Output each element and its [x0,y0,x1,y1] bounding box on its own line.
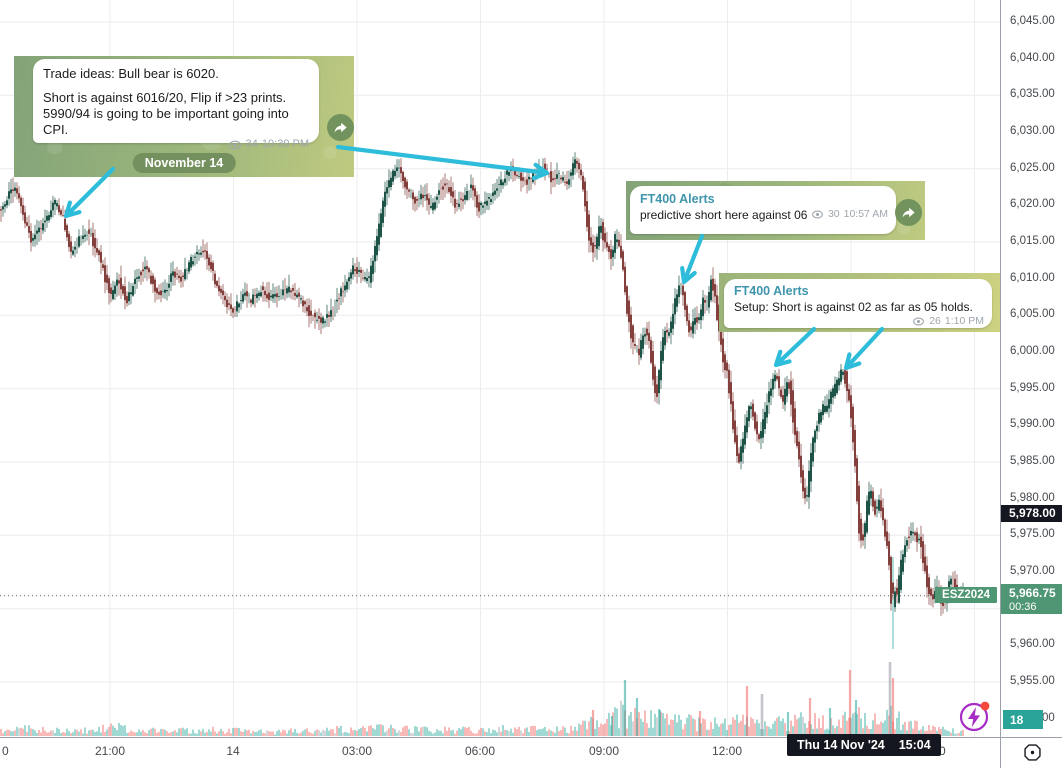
price-tick: 5,990.00 [1010,418,1055,431]
last-price-label: 5,966.75 00:36 [1001,583,1062,614]
forward-arrow-icon [334,122,347,133]
telegram-overlay-setup-short: FT400 Alerts Setup: Short is against 02 … [719,273,1000,332]
views-eye-icon [913,317,925,326]
bar-countdown: 00:36 [1009,600,1037,613]
price-tick: 5,980.00 [1010,491,1055,504]
message-bubble: FT400 Alerts predictive short here again… [630,186,896,234]
message-bubble: FT400 Alerts Setup: Short is against 02 … [724,279,992,328]
time-tick: 03:00 [341,744,373,758]
message-time: 1:10 PM [944,315,984,327]
price-tick: 5,975.00 [1010,528,1055,541]
telegram-overlay-trade-ideas: Trade ideas: Bull bear is 6020. Short is… [14,56,354,177]
message-text: predictive short here against 06 [640,208,808,222]
message-meta: 34 10:39 PM [43,138,309,151]
price-tick: 6,030.00 [1010,124,1055,137]
price-tick: 6,035.00 [1010,88,1055,101]
time-tick: 06:00 [464,744,496,758]
instant-settings-icon[interactable] [1023,744,1041,761]
volume-spike-up [610,680,858,736]
price-tick: 6,045.00 [1010,15,1055,27]
price-tick: 5,955.00 [1010,674,1055,687]
flash-ideas-button[interactable] [957,698,993,734]
message-line [43,82,309,90]
current-time-marker: Thu 14 Nov '24 15:04 [787,734,941,756]
views-eye-icon [812,210,823,219]
current-time: 15:04 [898,738,931,752]
message-time: 10:39 PM [261,138,309,150]
volume-bars-down [0,707,964,736]
message-bubble: Trade ideas: Bull bear is 6020. Short is… [33,59,319,150]
time-tick: 14 [226,744,240,758]
price-tick: 6,025.00 [1010,161,1055,174]
message-time: 10:57 AM [843,208,888,220]
views-eye-icon [228,140,241,149]
price-tick: 5,995.00 [1010,381,1055,394]
price-tick: 6,040.00 [1010,51,1055,64]
price-tick: 6,020.00 [1010,198,1055,211]
telegram-overlay-predictive-short: FT400 Alerts predictive short here again… [626,181,925,240]
volume-spike-down [591,670,895,736]
last-price-value: 5,966.75 [1009,585,1056,600]
price-tick: 5,960.00 [1010,638,1055,651]
share-button-icon [895,199,922,226]
view-count: 34 [245,138,258,150]
channel-name: FT400 Alerts [734,284,809,298]
message-meta: 30 10:57 AM [811,208,888,221]
time-tick: 09:00 [588,744,620,758]
date-pill: November 14 [132,153,236,173]
view-count: 30 [827,208,840,220]
symbol-tag: ESZ2024 [935,587,997,603]
volume-scale-label: 18 [1003,710,1043,729]
message-line: Trade ideas: Bull bear is 6020. [43,66,219,81]
price-tick: 6,015.00 [1010,234,1055,247]
price-axis[interactable]: 5,978.00 5,966.75 00:36 18 6,045.00 6,040… [1000,0,1062,737]
volume-bars-neutral [18,700,958,736]
forward-arrow-icon [902,207,915,218]
axis-settings-corner[interactable] [1000,737,1062,768]
volume-spike-neutral [760,662,892,736]
message-meta: 26 1:10 PM [734,315,984,328]
volume-bars-up [4,704,962,736]
price-tick: 6,000.00 [1010,344,1055,357]
time-tick: 0 [2,744,9,758]
time-tick: 21:00 [94,744,126,758]
current-date: Thu 14 Nov '24 [797,738,885,752]
price-tick: 5,970.00 [1010,564,1055,577]
message-line: 5990/94 is going to be important going i… [43,106,289,137]
time-tick: 12:00 [711,744,743,758]
channel-name: FT400 Alerts [640,192,715,206]
marked-price-label: 5,978.00 [1001,504,1062,522]
price-tick: 6,005.00 [1010,308,1055,321]
message-line: Short is against 6016/20, Flip if >23 pr… [43,90,287,105]
price-tick: 5,985.00 [1010,454,1055,467]
share-button-icon [327,114,354,141]
price-tick: 6,010.00 [1010,271,1055,284]
message-text: Setup: Short is against 02 as far as 05 … [734,300,973,314]
view-count: 26 [929,315,941,327]
